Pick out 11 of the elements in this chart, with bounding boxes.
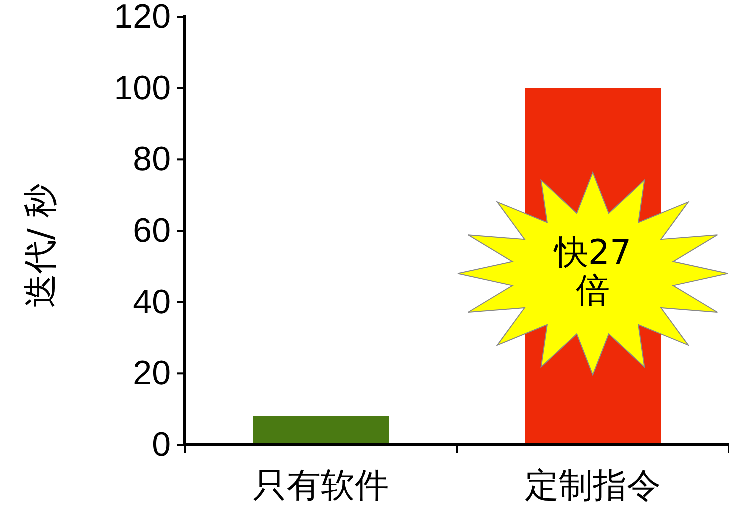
y-tick-label: 80: [133, 140, 171, 179]
y-tick-label: 0: [152, 426, 171, 464]
x-tick-label: 定制指令: [525, 466, 661, 506]
y-tick-label: 120: [114, 0, 171, 36]
y-tick-label: 40: [133, 283, 171, 322]
x-tick-label: 只有软件: [253, 466, 389, 506]
y-tick-label: 20: [133, 354, 171, 393]
y-tick-label: 60: [133, 212, 171, 250]
y-axis-title: 迭代/ 秒: [21, 184, 61, 308]
annotation: 快27倍: [552, 232, 633, 311]
y-tick-label: 100: [114, 69, 171, 108]
